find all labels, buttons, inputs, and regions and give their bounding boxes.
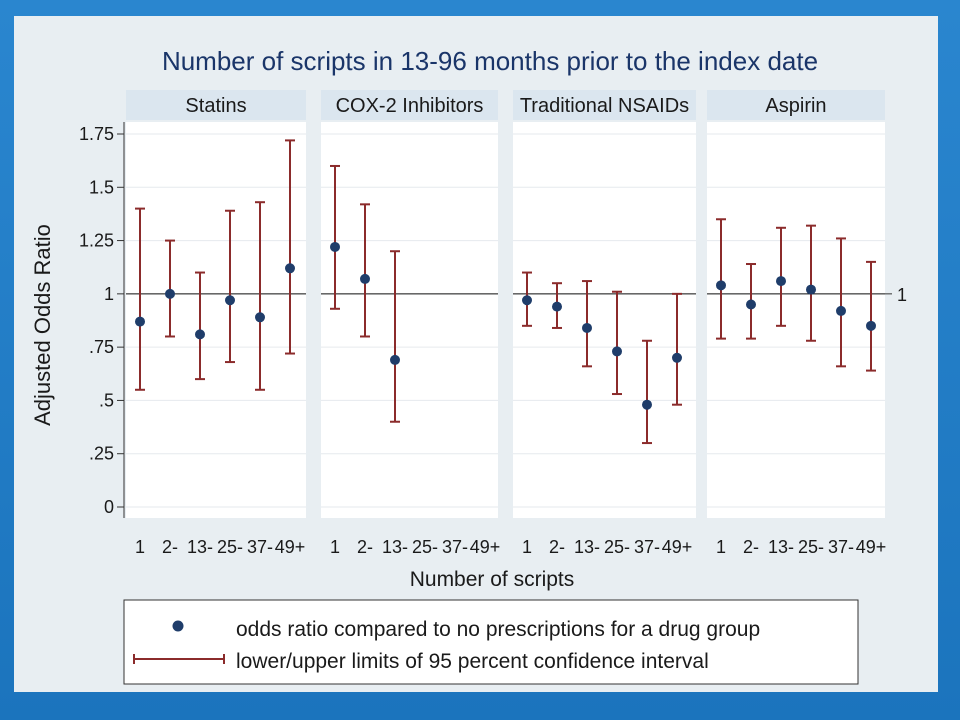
y-axis-label: Adjusted Odds Ratio <box>30 224 55 426</box>
x-tick-label: 49+ <box>470 537 501 557</box>
x-tick-label: 37- <box>828 537 854 557</box>
y-tick-label: 1.75 <box>79 124 114 144</box>
odds-ratio-point <box>225 295 235 306</box>
panel-header <box>321 90 498 120</box>
panel-2: Traditional NSAIDs 1 2- 13- 25- 37- 49+ <box>513 90 696 557</box>
odds-ratio-point <box>672 352 682 363</box>
odds-ratio-point <box>390 354 400 365</box>
y-tick-label: .5 <box>99 390 114 410</box>
panel-3: Aspirin 1 2- 13- 25- 37- 49+ <box>707 90 886 557</box>
reference-line-label: 1 <box>897 285 907 305</box>
panel-title: Traditional NSAIDs <box>520 95 689 117</box>
x-tick-label: 49+ <box>662 537 693 557</box>
legend: odds ratio compared to no prescriptions … <box>123 599 859 685</box>
x-tick-label: 1 <box>522 537 532 557</box>
x-tick-label: 1 <box>330 537 340 557</box>
x-tick-label: 13- <box>382 537 408 557</box>
y-tick-label: 1.25 <box>79 231 114 251</box>
x-tick-label: 37- <box>442 537 468 557</box>
odds-ratio-point <box>360 273 370 284</box>
y-tick-label: 0 <box>104 497 114 517</box>
x-tick-label: 49+ <box>856 537 887 557</box>
odds-ratio-point <box>836 305 846 316</box>
odds-ratio-point <box>612 346 622 357</box>
x-tick-label: 13- <box>187 537 213 557</box>
y-tick-label: 1.5 <box>89 177 114 197</box>
odds-ratio-point <box>806 284 816 295</box>
panel-header <box>707 90 885 120</box>
plot-area <box>126 122 306 518</box>
y-tick-label: 1 <box>104 284 114 304</box>
y-tick-label: .75 <box>89 337 114 357</box>
plot-area <box>513 122 696 518</box>
legend-label-confidence-interval: lower/upper limits of 95 percent confide… <box>236 650 709 673</box>
x-tick-label: 25- <box>412 537 438 557</box>
x-tick-label: 13- <box>574 537 600 557</box>
chart-title: Number of scripts in 13-96 months prior … <box>162 46 818 76</box>
panel-title: Statins <box>185 95 246 117</box>
odds-ratio-point <box>285 263 295 274</box>
x-axis-label: Number of scripts <box>410 568 575 591</box>
panel-header <box>513 90 696 120</box>
x-tick-label: 37- <box>634 537 660 557</box>
odds-ratio-point <box>716 280 726 291</box>
y-tick-label: .25 <box>89 444 114 464</box>
plot-area <box>321 122 498 518</box>
odds-ratio-point <box>135 316 145 327</box>
odds-ratio-point <box>165 288 175 299</box>
x-tick-label: 37- <box>247 537 273 557</box>
x-tick-label: 25- <box>798 537 824 557</box>
x-tick-label: 25- <box>217 537 243 557</box>
panel-0: Statins 1 2- 13- 25- 37- 49+ <box>126 90 306 557</box>
odds-ratio-point <box>866 320 876 331</box>
legend-dot-marker <box>172 620 184 632</box>
x-tick-label: 13- <box>768 537 794 557</box>
x-tick-label: 1 <box>716 537 726 557</box>
odds-ratio-point <box>582 322 592 333</box>
y-axis: 0 .25 .5 .75 1 1.25 1.5 1.75 1 <box>79 122 907 518</box>
legend-box <box>123 599 859 685</box>
panel-title: Aspirin <box>765 95 826 117</box>
x-tick-label: 25- <box>604 537 630 557</box>
x-tick-label: 2- <box>162 537 178 557</box>
panel-title: COX-2 Inhibitors <box>336 95 484 117</box>
odds-ratio-point <box>642 399 652 410</box>
x-tick-label: 49+ <box>275 537 306 557</box>
odds-ratio-point <box>255 312 265 323</box>
legend-label-odds-ratio: odds ratio compared to no prescriptions … <box>236 618 760 641</box>
x-tick-label: 2- <box>357 537 373 557</box>
x-tick-label: 2- <box>549 537 565 557</box>
odds-ratio-point <box>746 299 756 310</box>
odds-ratio-point <box>195 329 205 340</box>
plot-area <box>707 122 885 518</box>
odds-ratio-point <box>522 295 532 306</box>
odds-ratio-point <box>776 276 786 287</box>
odds-ratio-point <box>552 301 562 312</box>
odds-ratio-point <box>330 241 340 252</box>
x-tick-label: 1 <box>135 537 145 557</box>
x-tick-label: 2- <box>743 537 759 557</box>
panel-header <box>126 90 306 120</box>
panel-1: COX-2 Inhibitors 1 2- 13- 25- 37- 49+ <box>321 90 500 557</box>
